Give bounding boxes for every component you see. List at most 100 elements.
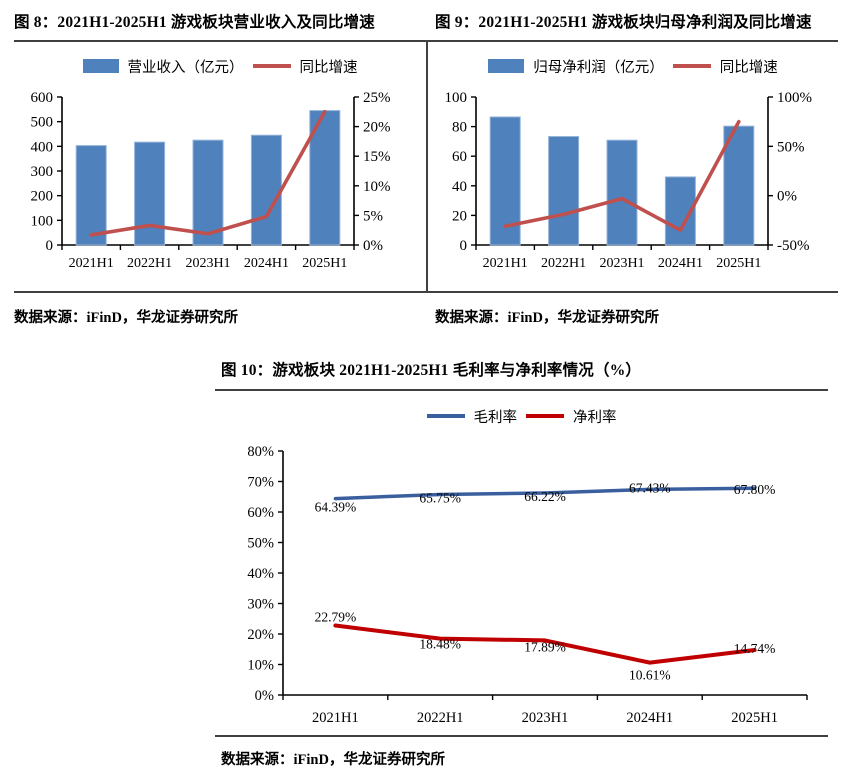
category-label: 2024H1 <box>658 256 703 271</box>
figure8-source: 数据来源：iFinD，华龙证券研究所 <box>14 310 238 326</box>
bar <box>606 139 638 246</box>
bar <box>75 145 107 246</box>
figure8-legend: 营业收入（亿元） 同比增速 <box>14 53 426 79</box>
axis-tick-label: 100 <box>31 213 54 229</box>
top-sources-row: 数据来源：iFinD，华龙证券研究所 数据来源：iFinD，华龙证券研究所 <box>14 293 838 338</box>
axis-tick-label: 50% <box>777 139 805 155</box>
category-label: 2023H1 <box>599 256 644 271</box>
data-label: 14.74% <box>734 641 776 656</box>
axis-tick-label: 20% <box>247 627 274 643</box>
axis-tick-label: 20% <box>363 120 391 136</box>
axis-tick-label: 300 <box>31 164 54 180</box>
figure9-plot: 100 80 60 40 20 0 100% 50% 0% -50% 2021H1 2022H1 202… <box>445 90 813 271</box>
axis-tick-label: 40% <box>247 566 274 582</box>
category-label: 2023H1 <box>522 710 569 726</box>
axis-tick-label: 80% <box>247 444 274 460</box>
axis-tick-label: 80 <box>452 120 467 136</box>
growth-line-legend-swatch <box>252 64 291 68</box>
bar <box>723 125 755 246</box>
axis-tick-label: 100% <box>777 90 812 106</box>
data-label: 67.43% <box>629 480 671 495</box>
data-label: 67.80% <box>734 482 776 497</box>
figure-titles-row: 图 8：2021H1-2025H1 游戏板块营业收入及同比增速 图 9：2021… <box>14 10 838 40</box>
gross-margin-legend-label: 毛利率 <box>473 409 518 426</box>
figure9-source: 数据来源：iFinD，华龙证券研究所 <box>435 310 659 326</box>
axis-tick-label: 100 <box>445 90 468 106</box>
axis-tick-label: 60 <box>452 149 467 165</box>
data-label: 65.75% <box>419 490 461 505</box>
category-label: 2021H1 <box>69 256 114 271</box>
axis-tick-label: 200 <box>31 189 54 205</box>
figure8-title: 图 8：2021H1-2025H1 游戏板块营业收入及同比增速 <box>14 14 375 31</box>
net-margin-legend-label: 净利率 <box>573 409 617 426</box>
data-label: 17.89% <box>524 639 566 654</box>
top-figures-section: 图 8：2021H1-2025H1 游戏板块营业收入及同比增速 图 9：2021… <box>14 10 838 338</box>
axis-tick-label: 15% <box>363 149 391 165</box>
figure8-plot: 600 500 400 300 200 100 0 25% 20% 15% 10% 5% 0% 2021H… <box>31 90 391 271</box>
category-label: 2022H1 <box>541 256 586 271</box>
figure10-plot: 80% 70% 60% 50% 40% 30% 20% 10% 0% 2021H1 2022H1 20… <box>247 444 808 726</box>
axis-tick-label: 10% <box>363 179 391 195</box>
category-label: 2023H1 <box>185 256 230 271</box>
net-profit-bar-legend-swatch <box>488 59 525 73</box>
category-label: 2022H1 <box>127 256 172 271</box>
axis-tick-label: 50% <box>247 536 274 552</box>
data-label: 18.48% <box>419 637 461 652</box>
data-label: 10.61% <box>629 668 671 683</box>
series-line <box>89 109 327 237</box>
figure10-legend: 毛利率 净利率 <box>215 403 828 429</box>
axis-tick-label: 0 <box>46 238 54 254</box>
revenue-bar-legend-swatch <box>82 59 119 73</box>
bar <box>250 134 282 246</box>
axis-tick-label: 0 <box>460 238 468 254</box>
category-label: 2021H1 <box>312 710 359 726</box>
axis-tick-label: 20 <box>452 208 467 224</box>
category-label: 2025H1 <box>716 256 761 271</box>
figure10-source: 数据来源：iFinD，华龙证券研究所 <box>221 752 445 768</box>
category-label: 2024H1 <box>244 256 289 271</box>
bar <box>134 141 166 246</box>
axis-tick-label: 0% <box>255 688 274 704</box>
series-line <box>333 623 757 665</box>
axis-tick-label: 40 <box>452 179 467 195</box>
category-label: 2025H1 <box>731 710 778 726</box>
bar <box>192 139 224 246</box>
figure10-title: 图 10：游戏板块 2021H1-2025H1 毛利率与净利率情况（%） <box>221 362 642 379</box>
figure9-title: 图 9：2021H1-2025H1 游戏板块归母净利润及同比增速 <box>435 14 812 31</box>
axis-tick-label: 600 <box>31 90 54 106</box>
axis-tick-label: 0% <box>363 238 383 254</box>
category-label: 2024H1 <box>626 710 673 726</box>
axis-tick-label: 10% <box>247 658 274 674</box>
top-charts-row: 营业收入（亿元） 同比增速 600 500 400 300 200 100 0 25% 20% 1… <box>14 40 838 293</box>
growth-line-legend-swatch <box>672 64 711 68</box>
axis-tick-label: 0% <box>777 189 797 205</box>
category-label: 2022H1 <box>417 710 464 726</box>
axis-tick-label: 25% <box>363 90 391 106</box>
bar <box>548 136 580 246</box>
data-label: 66.22% <box>524 489 566 504</box>
axis-tick-label: 5% <box>363 208 383 224</box>
series-line <box>503 119 741 232</box>
axis-tick-label: 400 <box>31 139 54 155</box>
data-label: 22.79% <box>315 609 357 624</box>
category-label: 2021H1 <box>483 256 528 271</box>
series-line <box>333 486 757 501</box>
axis-tick-label: 60% <box>247 505 274 521</box>
revenue-legend-label: 营业收入（亿元） <box>127 59 244 76</box>
data-label: 64.39% <box>315 500 357 515</box>
figure9-chart-cell: 归母净利润（亿元） 同比增速 100 80 60 40 20 0 100% 50% 0% -50%… <box>426 42 838 291</box>
axis-tick-label: -50% <box>777 238 810 254</box>
figure10-section: 图 10：游戏板块 2021H1-2025H1 毛利率与净利率情况（%） 毛利率… <box>215 358 828 769</box>
growth-legend-label: 同比增速 <box>719 59 778 76</box>
axis-tick-label: 500 <box>31 115 54 131</box>
figure9-legend: 归母净利润（亿元） 同比增速 <box>428 53 838 79</box>
figure8-chart-cell: 营业收入（亿元） 同比增速 600 500 400 300 200 100 0 25% 20% 1… <box>14 42 426 291</box>
net-margin-legend-swatch <box>526 414 564 418</box>
gross-margin-legend-swatch <box>426 414 465 418</box>
category-label: 2025H1 <box>302 256 347 271</box>
axis-tick-label: 70% <box>247 475 274 491</box>
growth-legend-label: 同比增速 <box>299 59 358 76</box>
axis-tick-label: 30% <box>247 597 274 613</box>
figure10-chart-cell: 毛利率 净利率 80% 70% 60% 50% 40% 30% 20% 10% 0% 2021H1… <box>215 389 828 737</box>
net-profit-legend-label: 归母净利润（亿元） <box>533 59 664 76</box>
